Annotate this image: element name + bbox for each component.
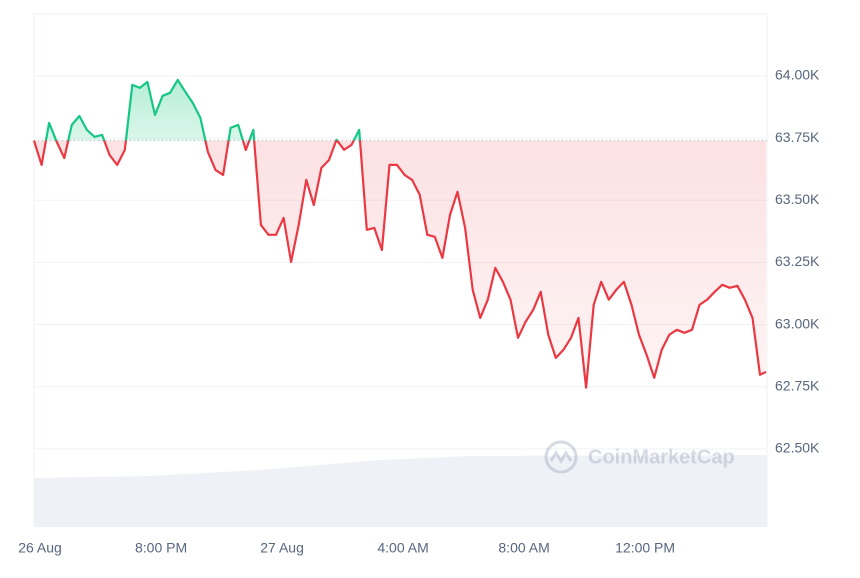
x-tick-label: 26 Aug <box>18 540 62 556</box>
y-tick-label: 63.00K <box>775 315 820 331</box>
y-tick-label: 62.50K <box>775 440 820 456</box>
price-line <box>32 78 767 389</box>
y-tick-label: 63.75K <box>775 129 820 145</box>
watermark-text: CoinMarketCap <box>588 446 735 468</box>
y-tick-label: 62.75K <box>775 377 820 393</box>
y-tick-label: 64.00K <box>775 67 820 83</box>
y-tick-label: 63.50K <box>775 191 820 207</box>
x-tick-label: 8:00 AM <box>498 540 549 556</box>
x-tick-label: 27 Aug <box>260 540 304 556</box>
x-tick-label: 8:00 PM <box>135 540 187 556</box>
volume-area <box>34 455 767 527</box>
y-tick-label: 63.25K <box>775 253 820 269</box>
x-tick-label: 4:00 AM <box>377 540 428 556</box>
watermark-logo-mark <box>549 450 573 464</box>
x-tick-label: 12:00 PM <box>615 540 675 556</box>
watermark: CoinMarketCap <box>544 440 735 474</box>
baseline-fill <box>34 79 767 388</box>
watermark-logo <box>544 440 578 474</box>
